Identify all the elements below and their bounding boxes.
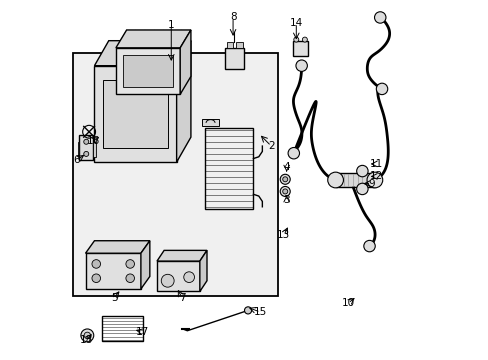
Text: 11: 11 — [369, 159, 383, 169]
Polygon shape — [94, 41, 190, 66]
Text: 10: 10 — [341, 298, 354, 308]
Circle shape — [282, 177, 287, 182]
Polygon shape — [180, 30, 190, 94]
Circle shape — [244, 307, 251, 314]
Circle shape — [363, 240, 374, 252]
Circle shape — [376, 83, 387, 95]
Circle shape — [161, 274, 174, 287]
Bar — [123, 55, 173, 87]
Circle shape — [280, 174, 290, 184]
Circle shape — [84, 332, 90, 339]
Circle shape — [83, 139, 88, 144]
Polygon shape — [157, 261, 200, 292]
Polygon shape — [224, 48, 244, 69]
Circle shape — [125, 274, 134, 283]
Polygon shape — [78, 143, 80, 157]
Circle shape — [92, 260, 101, 268]
Circle shape — [302, 37, 307, 42]
Circle shape — [374, 12, 385, 23]
Text: 6: 6 — [73, 156, 80, 165]
Polygon shape — [201, 119, 219, 126]
Circle shape — [287, 148, 299, 159]
Text: 5: 5 — [111, 293, 117, 303]
Polygon shape — [116, 30, 190, 48]
Polygon shape — [116, 48, 180, 94]
Polygon shape — [103, 80, 167, 148]
Text: 9: 9 — [367, 179, 374, 189]
Text: 13: 13 — [277, 230, 290, 240]
Bar — [73, 53, 278, 296]
Circle shape — [280, 186, 290, 197]
Circle shape — [293, 37, 298, 42]
Circle shape — [282, 189, 287, 194]
Text: 16: 16 — [87, 136, 100, 146]
Polygon shape — [141, 241, 149, 289]
Bar — [102, 316, 142, 342]
Polygon shape — [157, 250, 206, 261]
Polygon shape — [335, 173, 374, 187]
Text: 15: 15 — [253, 307, 266, 317]
Text: 7: 7 — [178, 293, 185, 303]
Circle shape — [125, 260, 134, 268]
Text: 2: 2 — [267, 141, 274, 151]
Text: 14: 14 — [289, 18, 302, 28]
Circle shape — [183, 272, 194, 283]
Circle shape — [81, 329, 94, 342]
Text: 12: 12 — [369, 171, 383, 181]
Text: 17: 17 — [136, 327, 149, 337]
Text: 1: 1 — [167, 19, 174, 30]
Polygon shape — [200, 250, 206, 292]
Bar — [205, 128, 253, 208]
Polygon shape — [93, 143, 95, 157]
Circle shape — [356, 165, 367, 177]
Circle shape — [92, 274, 101, 283]
Polygon shape — [80, 135, 93, 160]
Polygon shape — [176, 41, 190, 162]
Circle shape — [366, 172, 382, 188]
Polygon shape — [85, 253, 141, 289]
Polygon shape — [85, 241, 149, 253]
Circle shape — [295, 60, 307, 71]
Bar — [116, 51, 155, 69]
Polygon shape — [94, 66, 176, 162]
Circle shape — [356, 183, 367, 195]
Polygon shape — [293, 41, 307, 56]
Text: 18: 18 — [80, 335, 93, 345]
Text: 4: 4 — [283, 162, 289, 172]
Polygon shape — [226, 42, 232, 48]
Text: 3: 3 — [283, 195, 289, 204]
Text: 8: 8 — [229, 13, 236, 22]
Polygon shape — [236, 42, 242, 48]
Circle shape — [83, 152, 88, 157]
Circle shape — [327, 172, 343, 188]
